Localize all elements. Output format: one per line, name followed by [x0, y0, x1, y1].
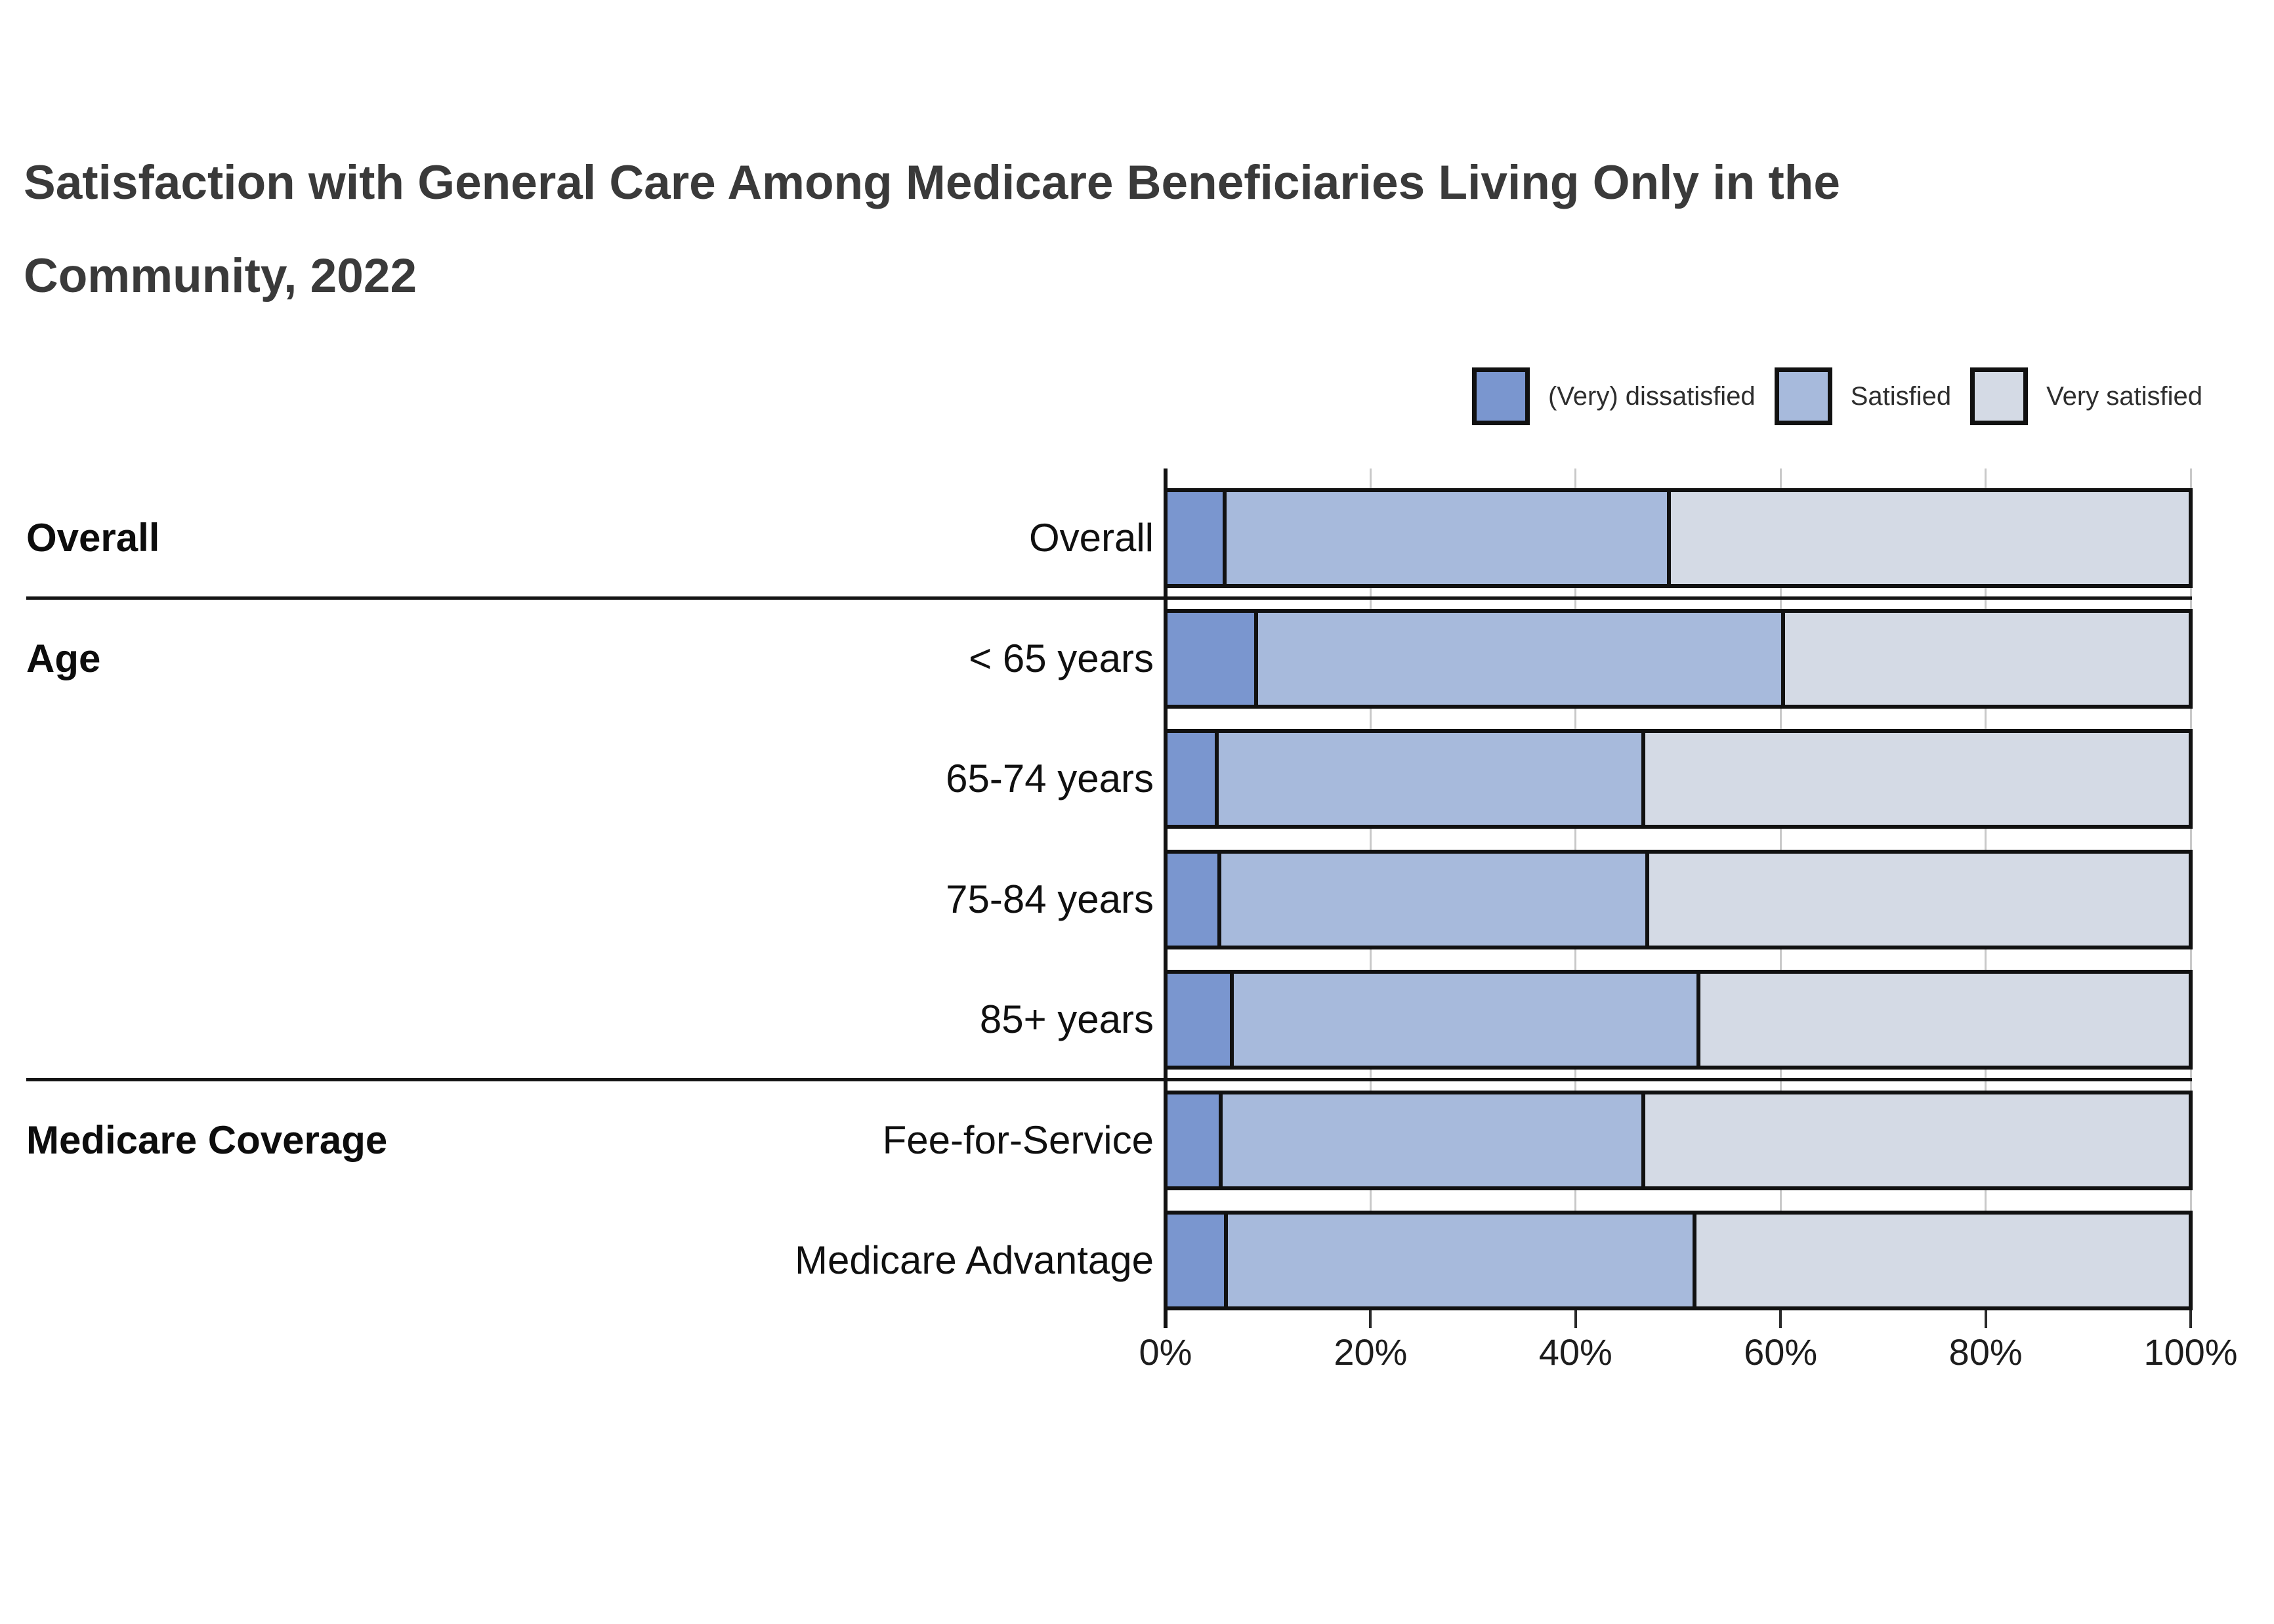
- row-label: Medicare Advantage: [794, 1238, 1154, 1282]
- legend-item-dissatisfied: (Very) dissatisfied: [1472, 367, 1756, 425]
- legend-swatch-dissatisfied: [1472, 367, 1530, 425]
- bar-segment-satisfied: [1218, 1094, 1641, 1186]
- chart-title-line2: Community, 2022: [24, 249, 417, 302]
- bar-row: [1164, 1211, 2193, 1310]
- x-tick-label: 80%: [1948, 1331, 2023, 1373]
- row-label: 75-84 years: [946, 877, 1154, 921]
- bar-row: [1164, 488, 2193, 588]
- bar-segment-very-satisfied: [1781, 612, 2189, 705]
- group-separator: [26, 596, 2192, 600]
- row-label: 85+ years: [979, 997, 1154, 1041]
- bar-segment-very-satisfied: [1692, 1215, 2189, 1306]
- bar-row: [1164, 608, 2193, 709]
- legend-label: Very satisfied: [2046, 381, 2202, 411]
- bar-segment-very-satisfied: [1641, 1094, 2189, 1186]
- bar-segment-very-satisfied: [1641, 733, 2189, 825]
- x-tick-label: 40%: [1538, 1331, 1612, 1373]
- x-tick-label: 60%: [1744, 1331, 1818, 1373]
- row-label: Fee-for-Service: [882, 1117, 1154, 1162]
- group-label: Age: [26, 636, 101, 680]
- row-label: Overall: [1028, 516, 1154, 560]
- x-tick-mark: [1779, 1310, 1782, 1328]
- row-label: < 65 years: [969, 636, 1154, 680]
- legend-swatch-very-satisfied: [1970, 367, 2029, 425]
- legend: (Very) dissatisfied Satisfied Very satis…: [1472, 367, 2202, 425]
- bar-segment-very-dissatisfied: [1168, 492, 1223, 584]
- group-label: Medicare Coverage: [26, 1117, 388, 1162]
- legend-item-satisfied: Satisfied: [1774, 367, 1952, 425]
- group-label: Overall: [26, 516, 160, 560]
- group-separator: [26, 1078, 2192, 1082]
- chart-title-line1: Satisfaction with General Care Among Med…: [24, 156, 1840, 209]
- bar-segment-very-dissatisfied: [1168, 733, 1215, 825]
- bar-segment-very-dissatisfied: [1168, 974, 1230, 1066]
- bar-segment-satisfied: [1223, 1215, 1693, 1306]
- bar-segment-very-dissatisfied: [1168, 612, 1255, 705]
- bar-segment-very-dissatisfied: [1168, 853, 1218, 946]
- bar-segment-very-satisfied: [1645, 853, 2189, 946]
- x-tick-label: 20%: [1334, 1331, 1408, 1373]
- x-tick-mark: [2189, 1310, 2192, 1328]
- x-tick-mark: [1369, 1310, 1372, 1328]
- bar-row: [1164, 970, 2193, 1070]
- x-tick-mark: [1984, 1310, 1987, 1328]
- bar-row: [1164, 849, 2193, 949]
- row-label: 65-74 years: [946, 757, 1154, 801]
- bar-segment-satisfied: [1217, 853, 1646, 946]
- bar-segment-satisfied: [1223, 492, 1667, 584]
- bar-segment-satisfied: [1229, 974, 1696, 1066]
- x-tick-label: 0%: [1139, 1331, 1192, 1373]
- bar-segment-very-dissatisfied: [1168, 1215, 1224, 1306]
- x-tick-mark: [1574, 1310, 1577, 1328]
- chart-title: Satisfaction with General Care Among Med…: [24, 136, 2255, 323]
- bar-segment-satisfied: [1254, 612, 1782, 705]
- legend-label: Satisfied: [1850, 381, 1952, 411]
- legend-label: (Very) dissatisfied: [1548, 381, 1756, 411]
- bar-segment-very-dissatisfied: [1168, 1094, 1219, 1186]
- legend-item-very-satisfied: Very satisfied: [1970, 367, 2202, 425]
- bar-row: [1164, 729, 2193, 829]
- legend-swatch-satisfied: [1774, 367, 1832, 425]
- bar-segment-very-satisfied: [1666, 492, 2189, 584]
- bar-segment-satisfied: [1214, 733, 1641, 825]
- bar-segment-very-satisfied: [1696, 974, 2189, 1066]
- x-tick-label: 100%: [2143, 1331, 2238, 1373]
- bar-row: [1164, 1090, 2193, 1190]
